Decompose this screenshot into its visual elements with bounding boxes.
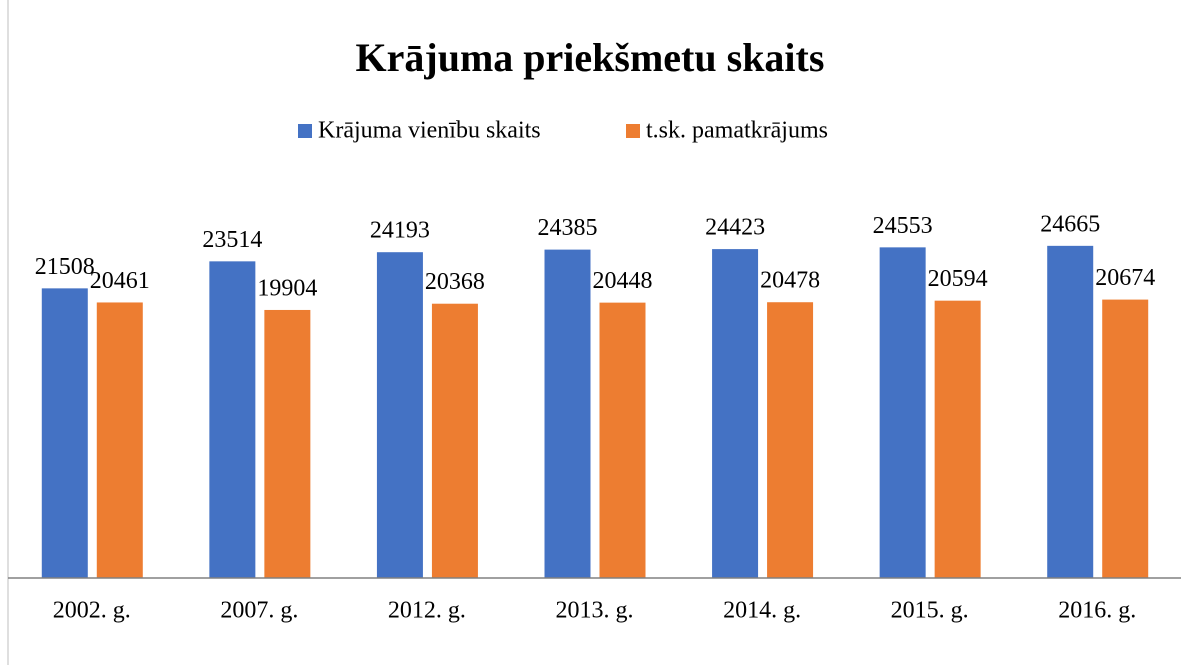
x-tick-label: 2016. g. (1058, 598, 1136, 624)
chart-title: Krājuma priekšmetu skaits (356, 35, 825, 80)
x-tick-label: 2015. g. (891, 598, 969, 624)
data-label: 20478 (760, 268, 820, 294)
bar (934, 300, 981, 578)
data-label: 23514 (202, 227, 262, 253)
legend-label: Krājuma vienību skaits (318, 118, 541, 144)
x-tick-label: 2002. g. (53, 598, 131, 624)
legend-swatch (626, 124, 640, 138)
data-label: 24665 (1040, 211, 1100, 237)
x-tick-label: 2014. g. (723, 598, 801, 624)
x-tick-label: 2007. g. (220, 598, 298, 624)
bar (96, 302, 143, 578)
data-label: 24423 (705, 215, 765, 241)
x-tick-label: 2013. g. (556, 598, 634, 624)
legend-swatch (298, 124, 312, 138)
data-label: 24553 (873, 213, 933, 239)
bar (41, 288, 88, 578)
bar (544, 249, 591, 578)
bar (264, 309, 311, 578)
data-label: 20461 (90, 268, 150, 294)
bar (431, 303, 478, 578)
bar (209, 261, 256, 578)
data-label: 20594 (928, 266, 988, 292)
x-tick-label: 2012. g. (388, 598, 466, 624)
bar (879, 247, 926, 578)
data-label: 20448 (593, 268, 653, 294)
data-label: 24385 (538, 215, 598, 241)
bar (712, 249, 759, 578)
data-label: 20674 (1095, 265, 1155, 291)
data-label: 20368 (425, 269, 485, 295)
bar (1047, 245, 1094, 578)
bar (767, 302, 814, 578)
legend-label: t.sk. pamatkrājums (646, 118, 828, 144)
data-label: 21508 (35, 254, 95, 280)
data-label: 24193 (370, 218, 430, 244)
data-label: 19904 (257, 275, 317, 301)
bar (376, 252, 423, 578)
bar (1102, 299, 1149, 578)
bar (599, 302, 646, 578)
